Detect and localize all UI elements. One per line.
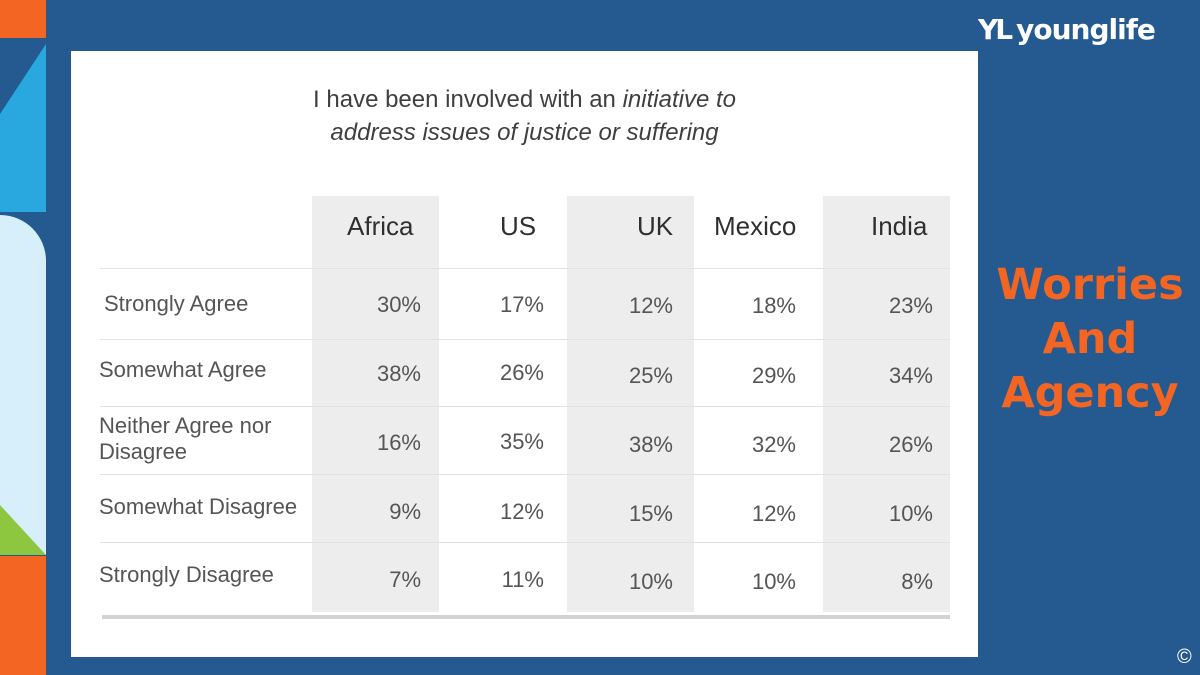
left-decorative-strip [0, 0, 46, 675]
decor-orange-block-bottom [0, 556, 46, 675]
table-cell: 10% [888, 501, 933, 526]
table-cell: 34% [888, 363, 933, 388]
title-plain-text: I have been involved with an [313, 86, 623, 113]
table-cell: 38% [376, 361, 421, 386]
section-title-line-1: Worries [996, 260, 1184, 310]
table-cell: 12% [751, 501, 796, 526]
survey-card: I have been involved with an initiative … [71, 51, 978, 657]
decor-light-blue-shape [0, 215, 46, 555]
table-cell: 30% [376, 292, 421, 317]
section-title: Worries And Agency [984, 258, 1196, 420]
table-cell: 10% [628, 569, 673, 594]
table-cell: 11% [501, 567, 544, 592]
row-label-strongly-disagree: Strongly Disagree [99, 562, 274, 587]
table-cell: 23% [888, 293, 933, 318]
table-cell: 8% [901, 569, 933, 594]
table-cell: 12% [628, 293, 673, 318]
row-divider [100, 268, 950, 269]
column-header-mexico: Mexico [714, 211, 797, 241]
column-shade-uk [567, 196, 694, 612]
younglife-logo-mark: YL [978, 13, 1013, 46]
table-cell: 7% [389, 567, 421, 592]
table-cell: 25% [628, 363, 673, 388]
row-label-somewhat-agree: Somewhat Agree [99, 357, 267, 382]
decor-orange-block-top [0, 0, 46, 38]
section-title-line-2: And [1042, 314, 1138, 364]
table-bottom-rule [102, 615, 950, 619]
table-cell: 18% [751, 293, 796, 318]
column-header-uk: UK [637, 211, 674, 241]
table-cell: 26% [499, 360, 544, 385]
table-cell: 35% [499, 429, 544, 454]
row-label-strongly-agree: Strongly Agree [104, 291, 249, 316]
column-header-us: US [500, 211, 537, 241]
column-header-africa: Africa [347, 211, 414, 241]
row-label-somewhat-disagree: Somewhat Disagree [99, 494, 298, 519]
table-cell: 29% [751, 363, 796, 388]
section-title-line-3: Agency [1001, 368, 1179, 418]
column-shade-africa [312, 196, 439, 612]
row-divider [100, 542, 950, 543]
table-cell: 17% [499, 292, 544, 317]
table-cell: 12% [499, 499, 544, 524]
table-cell: 16% [376, 430, 421, 455]
row-divider [100, 339, 950, 340]
title-italic-text-2: address issues of justice or suffering [330, 119, 719, 146]
row-label-neither-agree-nor-disagree: Neither Agree nor Disagree [99, 413, 272, 464]
copyright-symbol: © [1177, 646, 1192, 668]
row-divider [100, 406, 950, 407]
survey-question-title: I have been involved with an initiative … [71, 83, 978, 149]
column-shade-india [823, 196, 950, 612]
column-header-india: India [871, 211, 928, 241]
table-cell: 9% [389, 499, 421, 524]
table-cell: 26% [888, 432, 933, 457]
table-cell: 32% [751, 432, 796, 457]
table-cell: 15% [628, 501, 673, 526]
younglife-logo-text: younglife [1016, 13, 1156, 46]
decor-blue-shape [0, 44, 46, 212]
row-divider [100, 474, 950, 475]
table-cell: 10% [751, 569, 796, 594]
title-italic-text-1: initiative to [622, 86, 736, 113]
table-cell: 38% [628, 432, 673, 457]
younglife-logo: YL younglife [978, 13, 1156, 46]
